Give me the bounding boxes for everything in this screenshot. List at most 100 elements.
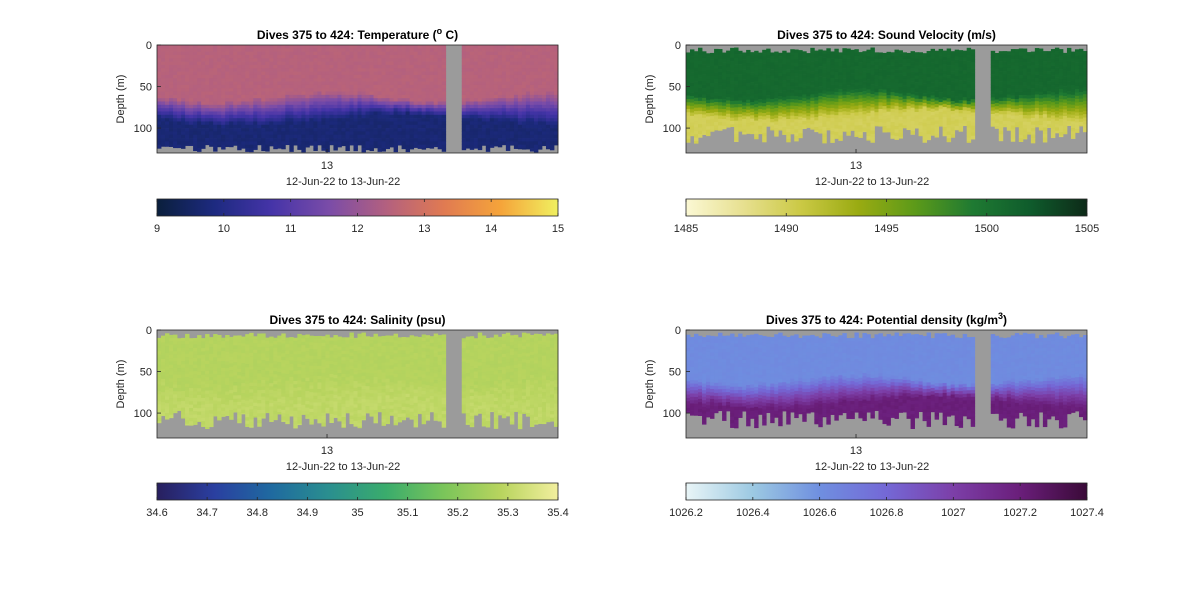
heatmap-cell <box>409 144 415 149</box>
heatmap-cell <box>742 65 747 70</box>
heatmap-cell <box>433 144 439 148</box>
heatmap-cell <box>441 84 447 89</box>
heatmap-cell <box>197 71 202 76</box>
heatmap-cell <box>181 45 186 49</box>
heatmap-cell <box>810 124 815 128</box>
heatmap-cell <box>545 141 551 145</box>
heatmap-cell <box>702 71 707 75</box>
heatmap-cell <box>237 108 242 112</box>
heatmap-cell <box>173 121 178 126</box>
heatmap-cell <box>742 79 747 83</box>
heatmap-cell <box>509 68 515 72</box>
heatmap-cell <box>169 121 174 126</box>
heatmap-cell <box>802 111 807 115</box>
heatmap-cell <box>509 134 515 139</box>
heatmap-cell <box>850 79 855 84</box>
heatmap-cell <box>285 48 290 52</box>
heatmap-cell <box>461 131 467 136</box>
heatmap-cell <box>221 128 226 132</box>
heatmap-cell <box>297 51 302 56</box>
heatmap-cell <box>489 144 495 148</box>
heatmap-cell <box>734 140 739 142</box>
heatmap-cell <box>710 72 715 77</box>
heatmap-cell <box>189 61 194 66</box>
heatmap-cell <box>293 54 298 59</box>
heatmap-cell <box>209 121 214 126</box>
heatmap-cell <box>321 134 326 139</box>
heatmap-cell <box>834 88 839 93</box>
heatmap-cell <box>333 58 338 62</box>
heatmap-cell <box>718 112 723 116</box>
heatmap-cell <box>181 104 186 109</box>
heatmap-cell <box>385 134 390 139</box>
heatmap-cell <box>229 91 234 96</box>
heatmap-cell <box>549 128 555 132</box>
heatmap-cell <box>686 95 691 100</box>
heatmap-cell <box>489 71 495 76</box>
heatmap-cell <box>201 118 206 122</box>
heatmap-cell <box>217 131 222 136</box>
heatmap-cell <box>838 92 843 96</box>
heatmap-cell <box>918 82 923 86</box>
heatmap-cell <box>437 121 443 126</box>
heatmap-cell <box>694 104 699 109</box>
heatmap-cell <box>738 97 743 101</box>
heatmap-cell <box>297 71 302 76</box>
heatmap-cell <box>345 58 350 62</box>
heatmap-cell <box>425 131 431 136</box>
heatmap-cell <box>461 88 467 92</box>
heatmap-cell <box>822 53 827 58</box>
heatmap-cell <box>902 95 907 100</box>
heatmap-cell <box>317 141 322 145</box>
heatmap-cell <box>369 144 374 149</box>
heatmap-cell <box>802 114 807 119</box>
heatmap-cell <box>385 108 390 112</box>
heatmap-cell <box>405 88 411 92</box>
heatmap-cell <box>690 92 695 97</box>
heatmap-cell <box>866 86 871 90</box>
heatmap-cell <box>798 116 803 121</box>
heatmap-cell <box>281 91 286 96</box>
heatmap-cell <box>349 144 354 146</box>
heatmap-cell <box>782 70 787 75</box>
heatmap-cell <box>297 74 302 79</box>
heatmap-cell <box>766 88 771 93</box>
heatmap-cell <box>802 87 807 92</box>
heatmap-cell <box>169 64 174 69</box>
heatmap-cell <box>317 108 322 112</box>
heatmap-cell <box>165 114 170 119</box>
heatmap-cell <box>373 144 378 149</box>
heatmap-cell <box>281 128 286 132</box>
heatmap-cell <box>822 113 827 118</box>
heatmap-cell <box>233 128 238 132</box>
heatmap-cell <box>437 134 443 139</box>
heatmap-cell <box>429 45 435 49</box>
heatmap-cell <box>481 104 487 109</box>
heatmap-cell <box>373 108 378 112</box>
heatmap-cell <box>417 88 423 92</box>
heatmap-cell <box>830 117 835 122</box>
heatmap-cell <box>225 78 230 82</box>
heatmap-cell <box>794 129 799 133</box>
heatmap-cell <box>173 128 178 132</box>
heatmap-cell <box>169 144 174 147</box>
heatmap-cell <box>313 101 318 106</box>
heatmap-cell <box>718 102 723 106</box>
heatmap-cell <box>509 51 515 56</box>
heatmap-cell <box>209 111 214 116</box>
heatmap-cell <box>690 132 695 137</box>
heatmap-cell <box>786 109 791 113</box>
heatmap-cell <box>305 98 310 102</box>
heatmap-cell <box>425 134 431 139</box>
heatmap-cell <box>329 64 334 69</box>
heatmap-cell <box>397 131 403 136</box>
heatmap-cell <box>958 60 964 64</box>
heatmap-cell <box>766 81 771 86</box>
heatmap-cell <box>886 105 891 109</box>
heatmap-cell <box>413 78 419 82</box>
heatmap-cell <box>425 98 431 102</box>
heatmap-cell <box>265 144 270 149</box>
heatmap-cell <box>345 124 350 129</box>
heatmap-cell <box>409 131 415 136</box>
